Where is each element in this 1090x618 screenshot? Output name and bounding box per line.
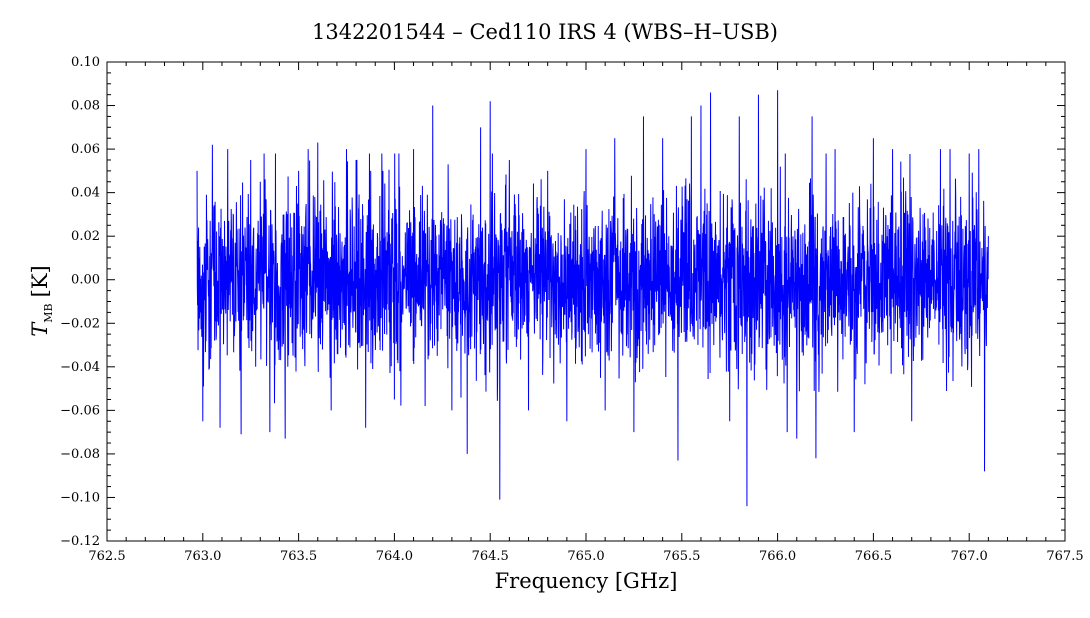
svg-text:TMB[K]: TMB [K] <box>28 265 55 336</box>
x-tick-label: 765.5 <box>663 549 700 564</box>
y-tick-label: −0.06 <box>60 403 100 418</box>
x-tick-label: 764.5 <box>472 549 509 564</box>
y-axis-label-main: T <box>28 321 52 337</box>
x-tick-label: 767.0 <box>951 549 988 564</box>
y-tick-label: 0.06 <box>71 142 100 157</box>
y-axis-label: TMB [K] <box>28 265 55 336</box>
y-tick-label: 0.04 <box>71 186 100 201</box>
y-axis-label-unit: [K] <box>28 265 52 297</box>
y-tick-label: −0.08 <box>60 447 100 462</box>
y-tick-label: −0.10 <box>60 490 100 505</box>
x-tick-label: 765.0 <box>567 549 604 564</box>
y-tick-label: 0.02 <box>71 229 100 244</box>
x-tick-label: 763.5 <box>280 549 317 564</box>
x-tick-label: 766.0 <box>759 549 796 564</box>
x-axis: 762.5 763.0 763.5 764.0 764.5 765.0 765.5 766.0… <box>88 62 1084 564</box>
chart-title: 1342201544 – Ced110 IRS 4 (WBS–H–USB) <box>312 20 778 44</box>
x-axis-label: Frequency [GHz] <box>495 569 678 593</box>
series-line <box>196 90 989 507</box>
y-tick-label: −0.12 <box>60 534 100 549</box>
y-axis: 0.10 0.08 0.06 0.04 0.02 0.00 −0.02 −0.04 −0.06 −… <box>60 55 1065 549</box>
y-axis-label-sub: MB <box>42 303 55 322</box>
x-tick-label: 767.5 <box>1046 549 1083 564</box>
y-tick-label: 0.08 <box>71 99 100 114</box>
y-tick-label: 0.00 <box>71 273 100 288</box>
y-tick-label: −0.04 <box>60 360 100 375</box>
x-tick-label: 763.0 <box>184 549 221 564</box>
x-tick-label: 762.5 <box>88 549 125 564</box>
y-tick-label: −0.02 <box>60 316 100 331</box>
y-tick-label: 0.10 <box>71 55 100 70</box>
x-tick-label: 766.5 <box>855 549 892 564</box>
x-tick-label: 764.0 <box>376 549 413 564</box>
series-layer <box>196 90 989 507</box>
